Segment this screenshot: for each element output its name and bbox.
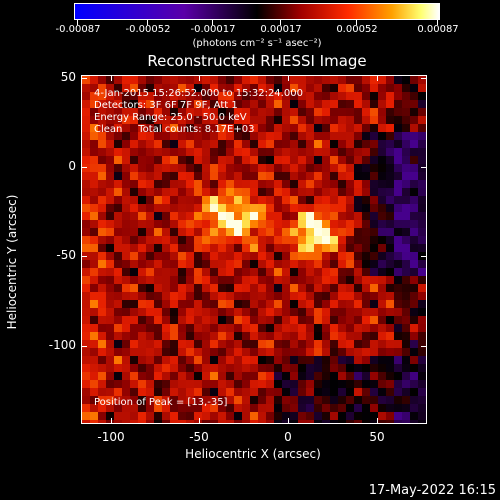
y-axis-tick — [81, 256, 87, 257]
x-axis-tick — [111, 75, 112, 81]
plot-title: Reconstructed RHESSI Image — [147, 52, 367, 70]
colorbar-units: (photons cm⁻² s⁻¹ asec⁻²) — [192, 38, 322, 49]
info-counts: Clean Total counts: 8.17E+03 — [94, 124, 255, 135]
colorbar-tick — [147, 20, 148, 25]
info-peak-position: Position of Peak = [13,-35] — [94, 397, 228, 408]
x-axis-tick — [288, 418, 289, 424]
y-axis-tick — [421, 256, 427, 257]
x-axis-tick — [377, 418, 378, 424]
y-axis-tick — [81, 167, 87, 168]
colorbar-tick — [356, 20, 357, 25]
y-axis-tick — [421, 167, 427, 168]
info-time-range: 4-Jan-2015 15:26:52.000 to 15:32:24.000 — [94, 88, 303, 99]
y-axis-tick-label: -50 — [56, 248, 76, 262]
colorbar-tick — [212, 20, 213, 25]
x-axis-tick-label: -50 — [189, 430, 209, 444]
x-axis-tick — [199, 75, 200, 81]
x-axis-tick-label: -100 — [97, 430, 125, 444]
info-detectors: Detectors: 3F 6F 7F 9F, Att 1 — [94, 100, 238, 111]
x-axis-tick — [199, 418, 200, 424]
colorbar-tick-label: -0.00087 — [55, 24, 101, 35]
x-axis-tick-label: 50 — [369, 430, 385, 444]
y-axis-tick — [421, 78, 427, 79]
x-axis-label: Heliocentric X (arcsec) — [185, 447, 321, 461]
y-axis-tick — [81, 346, 87, 347]
y-axis-tick-label: 0 — [68, 159, 76, 173]
x-axis-tick-label: 0 — [284, 430, 292, 444]
colorbar-tick — [437, 20, 438, 25]
colorbar — [74, 3, 440, 20]
timestamp: 17-May-2022 16:15 — [368, 483, 496, 498]
colorbar-tick-label: -0.00017 — [190, 24, 236, 35]
rhessi-image — [82, 76, 426, 423]
colorbar-tick-label: 0.00017 — [260, 24, 302, 35]
colorbar-tick-label: 0.00087 — [417, 24, 459, 35]
x-axis-tick — [377, 75, 378, 81]
colorbar-tick-label: -0.00052 — [125, 24, 171, 35]
y-axis-tick — [81, 78, 87, 79]
y-axis-tick — [421, 346, 427, 347]
colorbar-tick — [280, 20, 281, 25]
y-axis-label: Heliocentric Y (arcsec) — [5, 194, 19, 330]
x-axis-tick — [288, 75, 289, 81]
info-energy-range: Energy Range: 25.0 - 50.0 keV — [94, 112, 247, 123]
colorbar-tick — [77, 20, 78, 25]
colorbar-tick-label: 0.00052 — [336, 24, 378, 35]
image-pixels — [82, 76, 426, 423]
plot-frame — [81, 75, 427, 424]
y-axis-tick-label: -100 — [48, 338, 76, 352]
x-axis-tick — [111, 418, 112, 424]
y-axis-tick-label: 50 — [60, 70, 76, 84]
